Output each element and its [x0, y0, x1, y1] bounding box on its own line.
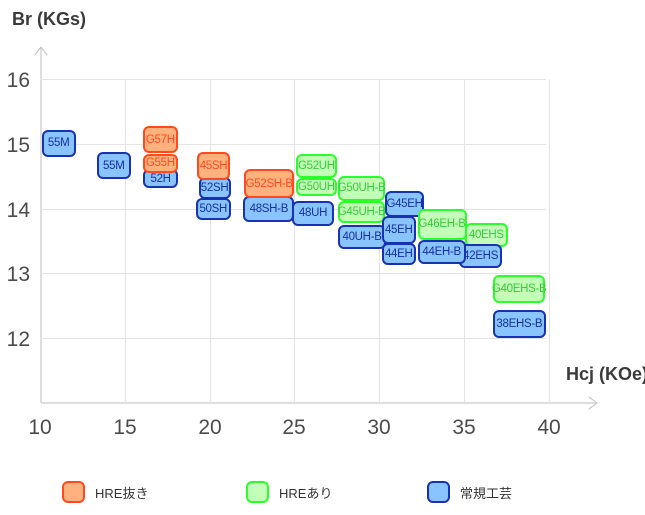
grade-box-55M-0[interactable]: 55M [41, 129, 76, 157]
x-tick-25: 25 [282, 416, 306, 439]
grade-box-G45UH-B-14[interactable]: G45UH-B [338, 200, 386, 224]
grade-box-40UH-B-15[interactable]: 40UH-B [338, 224, 386, 249]
legend-swatch-hre-included [246, 481, 269, 503]
x-tick-20: 20 [198, 416, 222, 439]
gridline-y-13 [41, 273, 546, 274]
gridline-x-35 [464, 79, 465, 403]
grade-box-G46EH-B-20[interactable]: G46EH-B [417, 208, 467, 240]
grade-box-G40EHS-B-23[interactable]: G40EHS-B [492, 275, 547, 304]
y-tick-14: 14 [6, 199, 30, 222]
x-tick-35: 35 [452, 416, 476, 439]
grade-box-38EHS-B-24[interactable]: 38EHS-B [493, 309, 546, 339]
x-tick-10: 10 [28, 416, 52, 439]
grade-box-52H-2[interactable]: 52H [143, 169, 178, 189]
legend: HRE抜き HREあり 常規工芸 [0, 481, 645, 511]
gridline-x-20 [210, 79, 211, 403]
y-tick-13: 13 [6, 263, 30, 286]
x-axis-title: Hcj (KOe) [566, 364, 645, 384]
gridline-y-15 [41, 144, 546, 145]
y-axis-title: Br (KGs) [12, 9, 87, 29]
legend-swatch-conventional [427, 481, 450, 503]
gridline-y-16 [41, 79, 546, 80]
grade-box-G52SH-B-9[interactable]: G52SH-B [244, 169, 295, 199]
grade-box-40EHS-19[interactable]: 40EHS [464, 222, 508, 247]
gridline-x-40 [549, 79, 550, 403]
gridline-x-15 [125, 79, 126, 403]
legend-label: HREあり [279, 485, 333, 501]
legend-item-hre-free[interactable]: HRE抜き [62, 481, 148, 503]
grade-box-G55H-3[interactable]: G55H [142, 153, 179, 173]
grade-box-55M-1[interactable]: 55M [96, 152, 131, 180]
legend-swatch-hre-free [62, 481, 85, 503]
legend-item-conventional[interactable]: 常規工芸 [427, 481, 512, 503]
x-tick-30: 30 [367, 416, 391, 439]
grade-box-48UH-10[interactable]: 48UH [292, 200, 334, 227]
legend-label: HRE抜き [95, 485, 149, 501]
y-tick-12: 12 [6, 328, 30, 351]
grade-box-G52UH-12[interactable]: G52UH [295, 154, 337, 179]
grade-box-50SH-5[interactable]: 50SH [195, 197, 231, 221]
grade-box-G57H-4[interactable]: G57H [142, 126, 179, 154]
grade-box-G50UH-11[interactable]: G50UH [295, 178, 337, 197]
y-tick-16: 16 [6, 69, 30, 92]
gridline-x-25 [294, 79, 295, 403]
gridline-y-12 [41, 338, 546, 339]
legend-item-hre-included[interactable]: HREあり [246, 481, 332, 503]
x-tick-15: 15 [113, 416, 137, 439]
grade-box-44EH-B-22[interactable]: 44EH-B [417, 239, 466, 264]
grade-box-44EH-17[interactable]: 44EH [381, 242, 416, 265]
x-tick-40: 40 [537, 416, 561, 439]
grade-box-G50UH-B-13[interactable]: G50UH-B [338, 176, 386, 201]
grade-box-45EH-16[interactable]: 45EH [381, 216, 416, 244]
grade-box-45SH-7[interactable]: 45SH [196, 152, 231, 181]
y-tick-15: 15 [6, 134, 30, 157]
grade-box-52SH-6[interactable]: 52SH [198, 176, 231, 200]
grade-box-48SH-B-8[interactable]: 48SH-B [243, 196, 295, 223]
legend-label: 常規工芸 [460, 485, 513, 501]
